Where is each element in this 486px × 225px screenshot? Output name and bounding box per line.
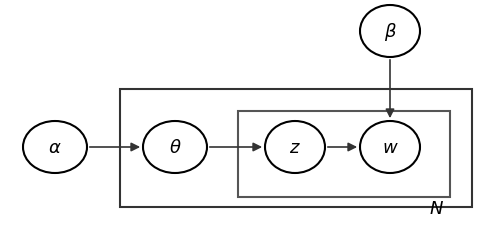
Ellipse shape: [23, 122, 87, 173]
Ellipse shape: [143, 122, 207, 173]
Text: $w$: $w$: [382, 138, 399, 156]
Ellipse shape: [360, 122, 420, 173]
Text: $N$: $N$: [429, 199, 444, 217]
Text: $\beta$: $\beta$: [383, 21, 397, 43]
Bar: [238, 112, 450, 197]
Bar: [120, 90, 472, 207]
Ellipse shape: [360, 6, 420, 58]
Text: $M$: $M$: [451, 223, 468, 225]
Ellipse shape: [265, 122, 325, 173]
Text: $\alpha$: $\alpha$: [48, 138, 62, 156]
Text: $z$: $z$: [289, 138, 301, 156]
Text: $\theta$: $\theta$: [169, 138, 181, 156]
